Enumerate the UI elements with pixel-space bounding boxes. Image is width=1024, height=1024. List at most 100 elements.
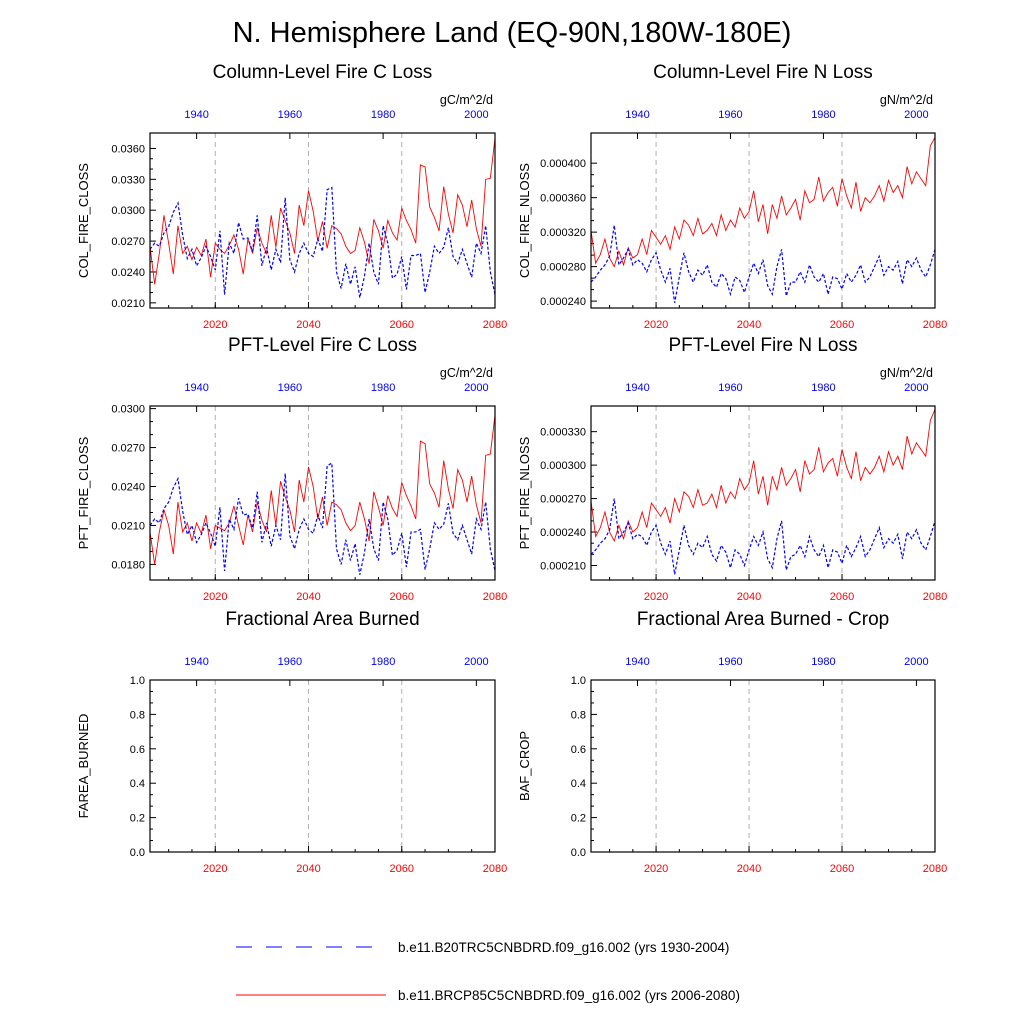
x-top-tick-label: 2000 [464, 109, 488, 121]
panel-title: Fractional Area Burned [225, 609, 419, 630]
y-tick-label: 0.0270 [111, 443, 145, 455]
y-tick-label: 0.000240 [540, 527, 586, 539]
x-top-tick-label: 1960 [718, 109, 742, 121]
series-line-rcp [591, 409, 935, 543]
y-tick-label: 1.0 [571, 675, 586, 687]
y-tick-label: 0.0 [130, 847, 145, 859]
y-tick-label: 0.4 [130, 778, 145, 790]
x-top-tick-label: 2000 [464, 656, 488, 668]
plot-frame [149, 405, 496, 581]
x-bottom-tick-label: 2020 [203, 319, 227, 331]
x-bottom-tick-label: 2040 [296, 863, 320, 875]
y-tick-label: 0.0210 [111, 520, 145, 532]
panel-title: PFT-Level Fire N Loss [669, 335, 858, 356]
x-bottom-tick-label: 2080 [483, 863, 507, 875]
x-top-tick-label: 1940 [184, 656, 208, 668]
x-top-tick-label: 1980 [371, 382, 395, 394]
y-tick-label: 1.0 [130, 675, 145, 687]
x-top-tick-label: 1980 [811, 382, 835, 394]
x-bottom-tick-label: 2060 [390, 591, 414, 603]
chart-panel-3: PFT-Level Fire C Loss gC/m^2/d 1940 1960 198… [76, 335, 507, 603]
x-bottom-tick-label: 2020 [644, 863, 668, 875]
x-top-tick-label: 1940 [625, 109, 649, 121]
plot-frame [149, 132, 496, 309]
y-tick-label: 0.000360 [540, 193, 586, 205]
plot-frame [590, 679, 936, 853]
y-tick-label: 0.0 [571, 847, 586, 859]
legend-label-rcp: b.e11.BRCP85C5CNBDRD.f09_g16.002 (yrs 20… [398, 988, 740, 1003]
x-bottom-tick-label: 2060 [830, 591, 854, 603]
series-line-rcp [150, 138, 495, 285]
y-tick-label: 0.6 [571, 744, 586, 756]
y-axis-label: BAF_CROP [517, 731, 532, 801]
y-axis-label: COL_FIRE_NLOSS [517, 163, 532, 278]
y-tick-label: 0.0300 [111, 205, 145, 217]
x-top-tick-label: 1960 [718, 656, 742, 668]
chart-panel-4: PFT-Level Fire N Loss gN/m^2/d 1940 1960 198… [517, 335, 947, 603]
x-top-tick-label: 1940 [184, 382, 208, 394]
x-bottom-tick-label: 2040 [737, 591, 761, 603]
series-line-hist [150, 186, 495, 298]
figure-title: N. Hemisphere Land (EQ-90N,180W-180E) [233, 17, 792, 49]
y-tick-label: 0.000210 [540, 561, 586, 573]
panel-title: Column-Level Fire N Loss [653, 62, 873, 83]
chart-panel-1: Column-Level Fire C Loss gC/m^2/d 1940 1960… [76, 62, 507, 331]
y-tick-label: 0.0270 [111, 236, 145, 248]
x-top-tick-label: 1960 [718, 382, 742, 394]
y-tick-label: 0.0240 [111, 267, 145, 279]
x-bottom-tick-label: 2040 [737, 319, 761, 331]
x-top-tick-label: 1960 [278, 109, 302, 121]
series-line-hist [150, 462, 495, 575]
x-top-tick-label: 1960 [278, 382, 302, 394]
y-axis-label: COL_FIRE_CLOSS [76, 163, 91, 278]
series-line-rcp [150, 415, 495, 565]
y-tick-label: 0.000320 [540, 227, 586, 239]
x-bottom-tick-label: 2020 [644, 319, 668, 331]
y-tick-label: 0.0300 [111, 404, 145, 416]
y-axis-label: PFT_FIRE_CLOSS [76, 436, 91, 549]
units-label: gC/m^2/d [440, 93, 493, 107]
legend: b.e11.B20TRC5CNBDRD.f09_g16.002 (yrs 193… [236, 940, 740, 1003]
x-bottom-tick-label: 2080 [923, 591, 947, 603]
panels-container: Column-Level Fire C Loss gC/m^2/d 1940 1960… [76, 62, 947, 875]
x-top-tick-label: 1940 [184, 109, 208, 121]
x-bottom-tick-label: 2080 [923, 863, 947, 875]
y-tick-label: 0.0180 [111, 559, 145, 571]
y-tick-label: 0.0210 [111, 298, 145, 310]
series-line-hist [591, 498, 935, 575]
x-bottom-tick-label: 2020 [203, 863, 227, 875]
y-tick-label: 0.000280 [540, 262, 586, 274]
units-label: gC/m^2/d [440, 366, 493, 380]
chart-panel-5: Fractional Area Burned 1940 1960 1980 2000 20… [76, 609, 507, 875]
x-top-tick-label: 2000 [904, 656, 928, 668]
y-tick-label: 0.2 [130, 813, 145, 825]
x-bottom-tick-label: 2060 [830, 319, 854, 331]
y-tick-label: 0.4 [571, 778, 586, 790]
y-tick-label: 0.8 [130, 709, 145, 721]
y-tick-label: 0.000400 [540, 158, 586, 170]
legend-label-hist: b.e11.B20TRC5CNBDRD.f09_g16.002 (yrs 193… [398, 940, 729, 955]
x-bottom-tick-label: 2080 [483, 591, 507, 603]
x-bottom-tick-label: 2040 [737, 863, 761, 875]
chart-panel-2: Column-Level Fire N Loss gN/m^2/d 1940 1960… [517, 62, 947, 331]
y-tick-label: 0.8 [571, 709, 586, 721]
plot-frame [149, 679, 496, 853]
x-top-tick-label: 1960 [278, 656, 302, 668]
x-top-tick-label: 1980 [371, 656, 395, 668]
panel-title: Column-Level Fire C Loss [213, 62, 433, 83]
y-tick-label: 0.0240 [111, 482, 145, 494]
y-tick-label: 0.0360 [111, 143, 145, 155]
x-top-tick-label: 1980 [811, 109, 835, 121]
y-tick-label: 0.000270 [540, 494, 586, 506]
series-line-rcp [591, 137, 935, 268]
x-top-tick-label: 1940 [625, 656, 649, 668]
x-bottom-tick-label: 2020 [203, 591, 227, 603]
x-top-tick-label: 2000 [904, 109, 928, 121]
y-tick-label: 0.000330 [540, 427, 586, 439]
x-bottom-tick-label: 2060 [390, 319, 414, 331]
x-top-tick-label: 1980 [811, 656, 835, 668]
series-line-hist [591, 225, 935, 303]
units-label: gN/m^2/d [880, 93, 933, 107]
x-top-tick-label: 1980 [371, 109, 395, 121]
plot-frame [590, 132, 936, 309]
